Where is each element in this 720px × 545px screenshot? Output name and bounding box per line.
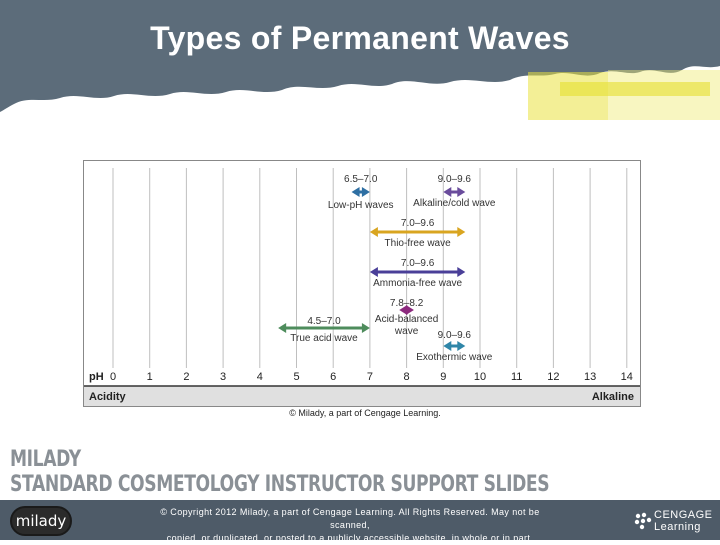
range-arrow-right xyxy=(361,323,370,333)
range-value-label: 7.0–9.6 xyxy=(401,258,435,269)
range-alkaline-cold-wave: 9.0–9.6 Alkaline/cold wave xyxy=(413,174,496,209)
image-credit: © Milady, a part of Cengage Learning. xyxy=(0,408,720,418)
range-arrow-left xyxy=(399,305,408,315)
footer-bar xyxy=(0,500,720,540)
title-banner xyxy=(0,0,720,120)
range-name-label: Thio-free wave xyxy=(385,238,452,249)
tick-label: 8 xyxy=(404,371,410,383)
range-value-label: 7.0–9.6 xyxy=(401,218,435,229)
tick-label: 9 xyxy=(440,371,446,383)
image-credit-text: © Milady, a part of Cengage Learning. xyxy=(289,408,441,418)
axis-bar xyxy=(84,386,640,406)
acidity-label: Acidity xyxy=(89,391,127,403)
brand-line-2: STANDARD COSMETOLOGY INSTRUCTOR SUPPORT … xyxy=(10,472,550,497)
range-arrow-right xyxy=(457,267,466,277)
tick-label: 2 xyxy=(183,371,189,383)
tick-label: 10 xyxy=(474,371,486,383)
tick-label: 7 xyxy=(367,371,373,383)
banner-highlight-3 xyxy=(560,82,710,96)
tick-label: 11 xyxy=(511,371,522,383)
tick-label: 5 xyxy=(293,371,299,383)
slide-title: Types of Permanent Waves xyxy=(150,20,570,56)
tick-labels: 0 1 2 3 4 5 6 7 8 9 10 11 12 13 14 xyxy=(110,371,633,383)
cengage-line-2: Learning xyxy=(654,521,701,533)
range-arrow-left xyxy=(278,323,287,333)
cengage-text: CENGAGE Learning xyxy=(654,509,713,533)
range-name-label: wave xyxy=(394,326,419,337)
range-arrow-left xyxy=(369,267,378,277)
range-true-acid-wave: 4.5–7.0 True acid wave xyxy=(278,316,370,344)
ph-chart: pH Acidity Alkaline 0 1 2 3 4 5 6 7 8 9 10 11 12 13 14… xyxy=(83,160,643,408)
range-name-label: True acid wave xyxy=(290,333,358,344)
range-ammonia-free-wave: 7.0–9.6 Ammonia-free wave xyxy=(369,258,466,289)
range-arrow-right xyxy=(457,187,466,197)
range-arrow-left xyxy=(443,187,452,197)
ph-chart-svg: pH Acidity Alkaline 0 1 2 3 4 5 6 7 8 9 10 11 12 13 14… xyxy=(83,160,641,407)
range-value-label: 7.8–8.2 xyxy=(390,298,424,309)
range-arrow-right xyxy=(457,227,466,237)
ranges: 6.5–7.0 Low-pH waves 9.0–9.6 Alkaline/cold … xyxy=(278,174,496,363)
alkaline-label: Alkaline xyxy=(592,391,634,403)
range-value-label: 9.0–9.6 xyxy=(438,174,472,185)
tick-label: 12 xyxy=(547,371,559,383)
tick-label: 14 xyxy=(621,371,633,383)
cengage-mark-icon xyxy=(634,512,652,530)
chart-border xyxy=(83,160,641,407)
copyright-notice: © Copyright 2012 Milady, a part of Cenga… xyxy=(140,506,560,545)
range-low-ph-waves: 6.5–7.0 Low-pH waves xyxy=(328,174,394,211)
x-axis-label: pH xyxy=(89,371,104,383)
range-value-label: 6.5–7.0 xyxy=(344,174,378,185)
tick-label: 13 xyxy=(584,371,596,383)
tick-label: 1 xyxy=(147,371,153,383)
range-thio-free-wave: 7.0–9.6 Thio-free wave xyxy=(369,218,466,249)
tick-label: 6 xyxy=(330,371,336,383)
range-name-label: Acid-balanced xyxy=(375,314,438,325)
range-arrow-left xyxy=(443,341,452,351)
range-arrow-right xyxy=(361,187,370,197)
range-exothermic-wave: 9.0–9.6 Exothermic wave xyxy=(416,330,493,363)
tick-label: 3 xyxy=(220,371,226,383)
range-value-label: 9.0–9.6 xyxy=(438,330,472,341)
range-name-label: Ammonia-free wave xyxy=(373,278,462,289)
range-name-label: Alkaline/cold wave xyxy=(413,198,496,209)
cengage-logo: CENGAGE Learning xyxy=(634,509,714,533)
tick-label: 0 xyxy=(110,371,116,383)
range-arrow-right xyxy=(457,341,466,351)
cengage-line-1: CENGAGE xyxy=(654,509,713,521)
grid-lines xyxy=(112,168,628,368)
range-arrow-left xyxy=(369,227,378,237)
copyright-line-1: © Copyright 2012 Milady, a part of Cenga… xyxy=(160,507,540,530)
range-value-label: 4.5–7.0 xyxy=(307,316,341,327)
range-arrow-left xyxy=(351,187,360,197)
tick-label: 4 xyxy=(257,371,263,383)
milady-logo: milady xyxy=(10,506,72,536)
banner-shape xyxy=(0,0,720,112)
copyright-line-2: copied, or duplicated, or posted to a pu… xyxy=(166,533,534,543)
range-name-label: Exothermic wave xyxy=(416,352,493,363)
range-arrow-right xyxy=(405,305,414,315)
range-name-label: Low-pH waves xyxy=(328,200,394,211)
milady-brand: MILADY STANDARD COSMETOLOGY INSTRUCTOR S… xyxy=(10,448,701,498)
brand-line-1: MILADY xyxy=(10,447,81,472)
